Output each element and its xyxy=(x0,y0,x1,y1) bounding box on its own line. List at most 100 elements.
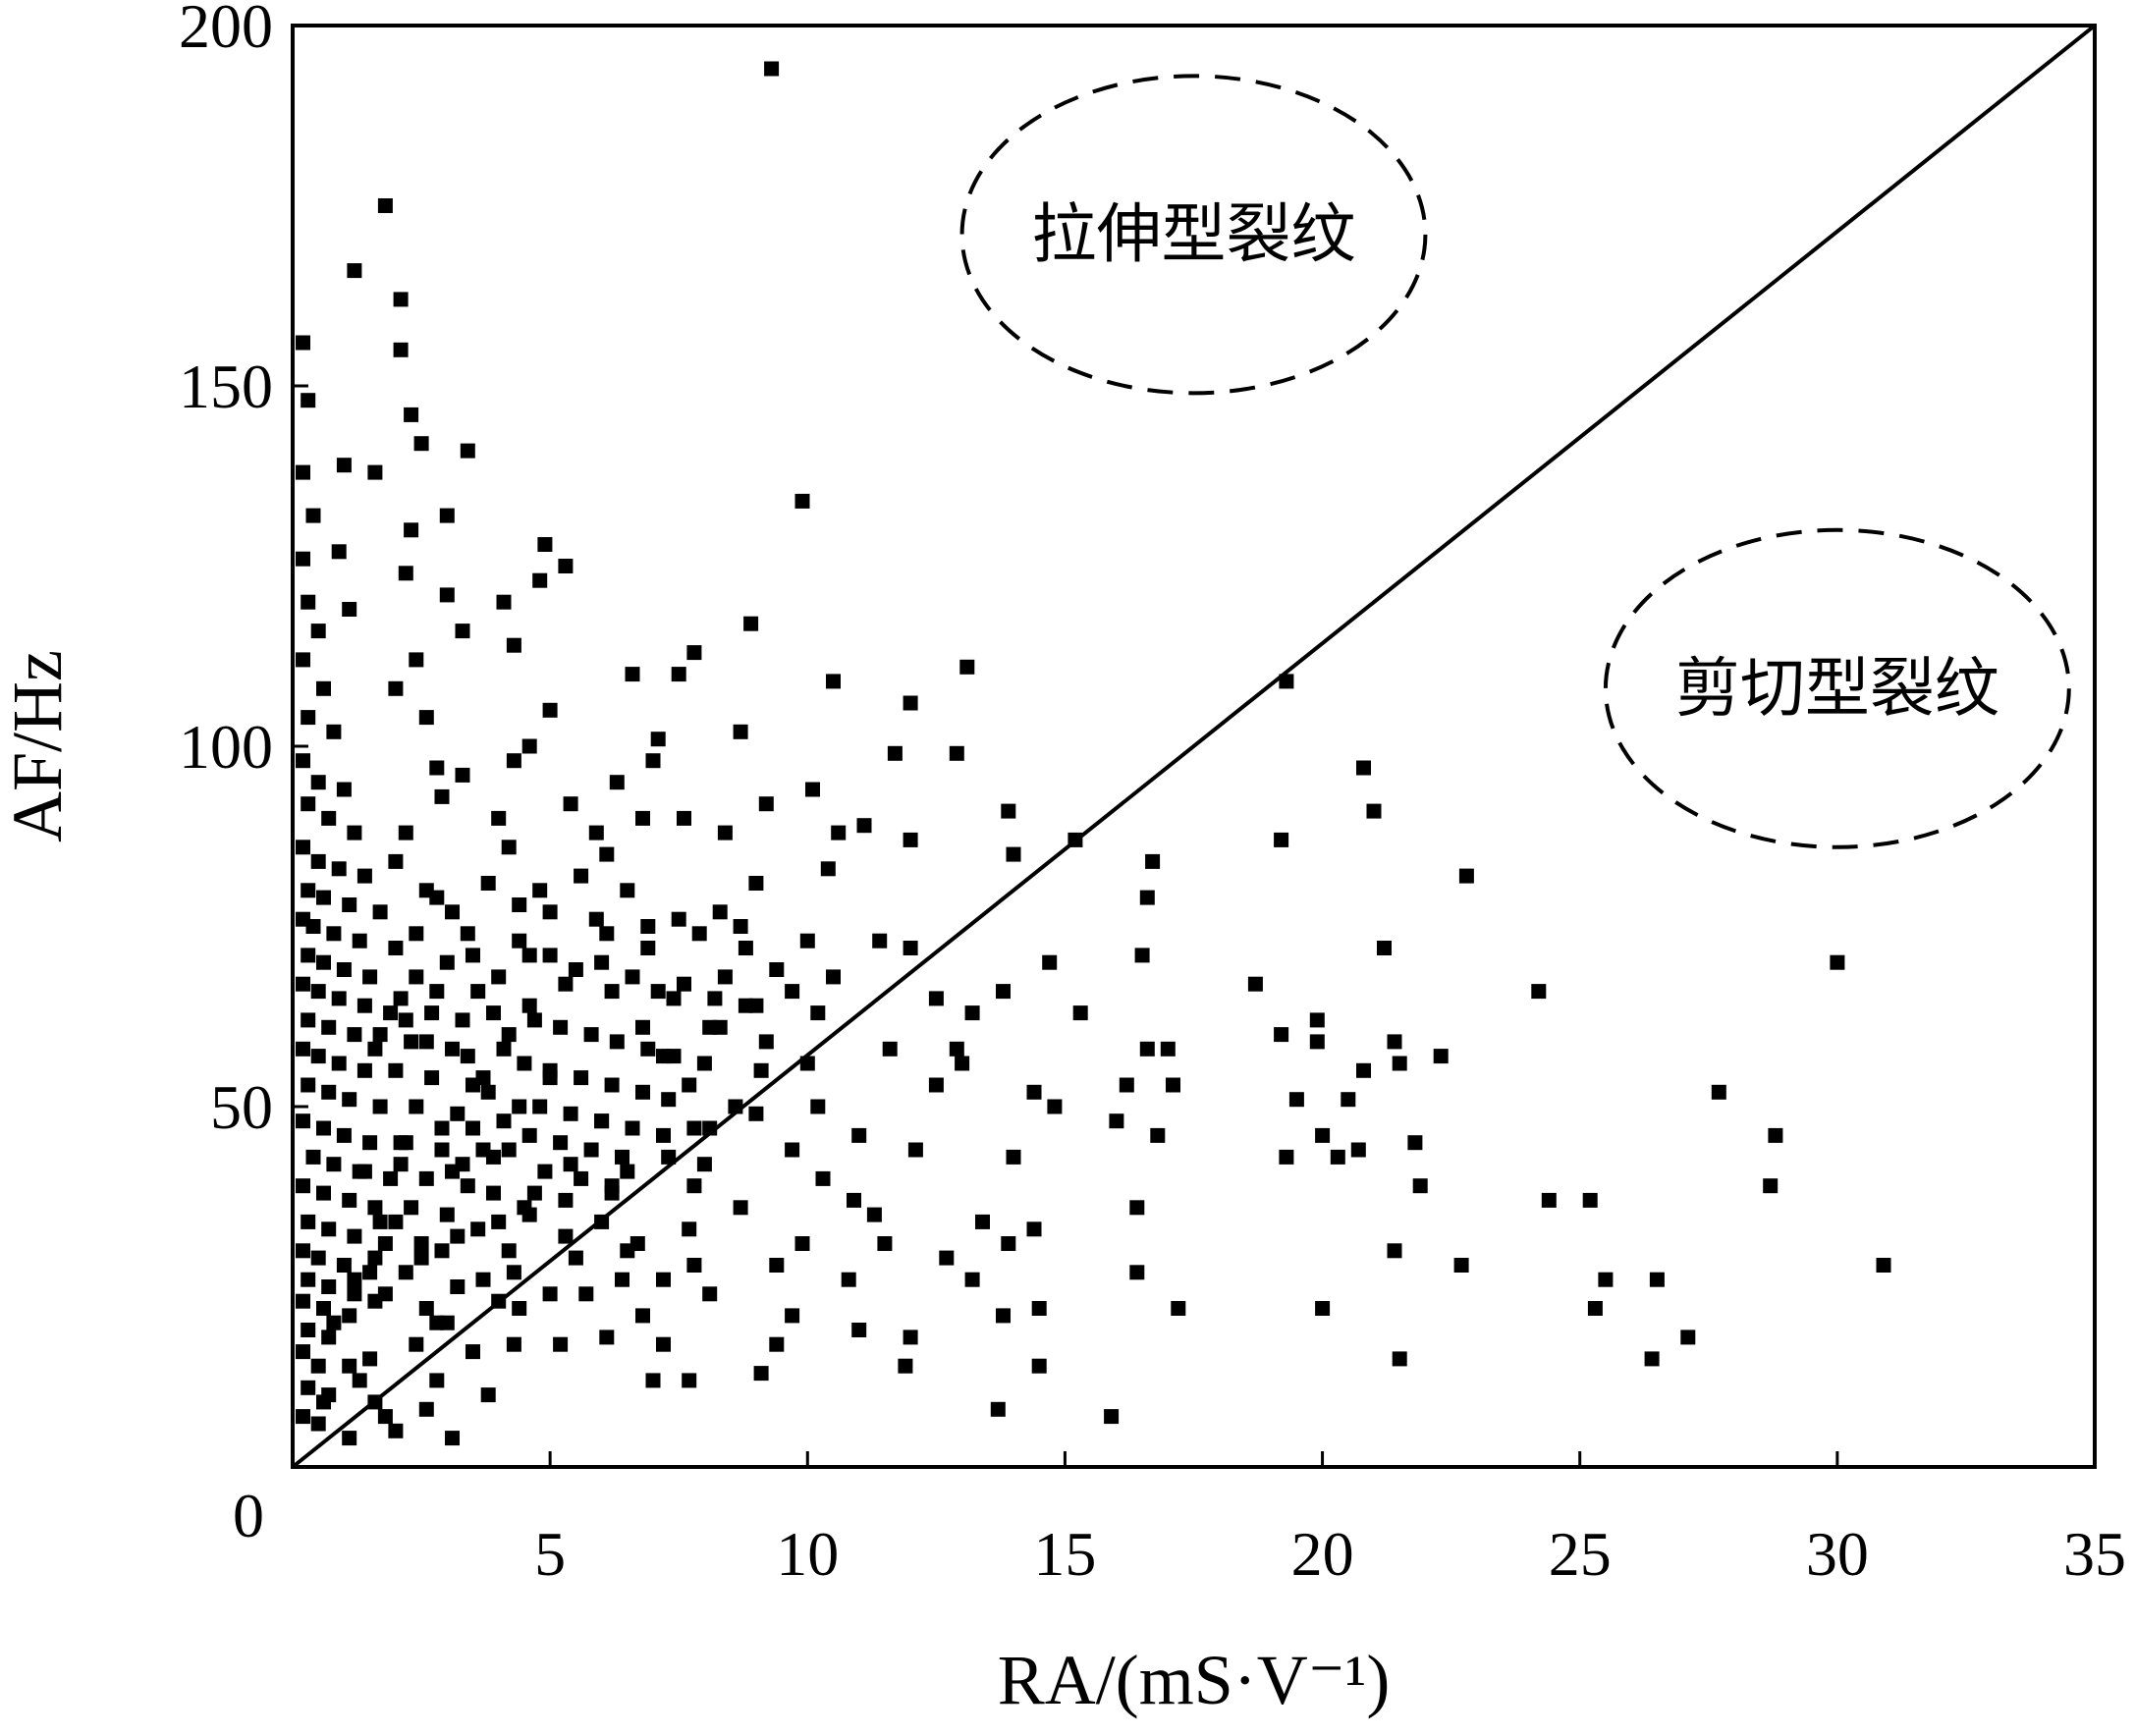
data-point xyxy=(301,883,316,898)
data-point xyxy=(542,1286,558,1302)
data-point xyxy=(712,904,728,920)
data-point xyxy=(635,1084,650,1100)
data-point xyxy=(574,868,589,884)
data-point xyxy=(733,724,748,739)
data-point xyxy=(301,1323,316,1337)
data-point xyxy=(558,559,574,573)
y-tick-label: 100 xyxy=(179,712,273,782)
data-point xyxy=(677,810,691,826)
data-point xyxy=(650,984,666,1000)
data-point xyxy=(475,1272,491,1287)
data-point xyxy=(794,1236,810,1251)
data-point xyxy=(964,1005,980,1021)
data-point xyxy=(903,695,918,711)
data-point xyxy=(409,1336,424,1352)
data-point xyxy=(326,926,342,942)
data-point xyxy=(296,1344,310,1360)
data-point xyxy=(398,566,413,581)
data-point xyxy=(336,1258,352,1273)
data-point xyxy=(1145,853,1161,869)
data-point xyxy=(393,1157,409,1172)
data-point xyxy=(996,1308,1011,1324)
data-point xyxy=(1644,1351,1660,1367)
data-point xyxy=(418,710,434,726)
data-point xyxy=(439,587,455,603)
data-point xyxy=(486,1005,501,1021)
data-point xyxy=(388,853,404,869)
data-point xyxy=(677,976,691,992)
data-point xyxy=(630,1236,645,1251)
data-point xyxy=(296,753,310,769)
data-point xyxy=(321,810,337,826)
data-point xyxy=(794,493,810,509)
data-point xyxy=(1433,1049,1449,1064)
data-point xyxy=(532,572,548,588)
data-point xyxy=(388,1423,404,1438)
y-tick-label: 150 xyxy=(179,352,273,421)
data-point xyxy=(599,1329,615,1345)
data-point xyxy=(352,1373,367,1388)
data-point xyxy=(331,991,347,1006)
data-point xyxy=(388,680,404,696)
data-point xyxy=(1006,846,1021,862)
data-point xyxy=(666,991,682,1006)
data-point xyxy=(310,775,326,790)
data-point xyxy=(712,1019,728,1035)
data-point xyxy=(640,1041,656,1057)
data-point xyxy=(959,659,975,675)
data-point xyxy=(465,1344,480,1360)
data-point xyxy=(372,1214,388,1229)
data-point xyxy=(393,292,409,307)
data-point xyxy=(491,969,507,985)
data-point xyxy=(1274,1027,1289,1043)
data-point xyxy=(661,1092,677,1108)
data-point xyxy=(805,782,820,797)
data-point xyxy=(409,652,424,668)
data-point xyxy=(620,883,635,898)
data-point xyxy=(841,1272,856,1287)
data-point xyxy=(342,1358,357,1374)
data-point xyxy=(336,1127,352,1143)
data-point xyxy=(367,464,383,480)
data-point xyxy=(301,594,316,610)
data-point xyxy=(367,1293,383,1309)
data-point xyxy=(388,1062,404,1078)
data-point xyxy=(501,840,517,855)
data-point xyxy=(475,1142,491,1158)
data-point xyxy=(383,1005,399,1021)
data-point xyxy=(296,976,310,992)
y-tick-label: 50 xyxy=(210,1072,273,1142)
data-point xyxy=(424,1070,440,1086)
data-point xyxy=(1392,1351,1407,1367)
data-point xyxy=(321,1279,337,1294)
data-point xyxy=(1134,948,1150,963)
data-point xyxy=(316,1185,331,1201)
data-point xyxy=(480,1387,496,1403)
data-point xyxy=(321,1019,337,1035)
data-point xyxy=(398,825,413,841)
data-point xyxy=(496,1041,512,1057)
data-point xyxy=(656,1272,671,1287)
annotation-ellipse xyxy=(959,74,1428,396)
data-point xyxy=(964,1272,980,1287)
data-point xyxy=(903,941,918,955)
data-point xyxy=(434,1142,450,1158)
data-point xyxy=(640,919,656,934)
data-point xyxy=(537,537,553,552)
data-point xyxy=(506,1336,521,1352)
data-point xyxy=(615,1272,630,1287)
data-point xyxy=(625,667,640,682)
data-point xyxy=(326,1315,342,1330)
data-point xyxy=(388,1214,404,1229)
data-point xyxy=(907,1142,923,1158)
data-point xyxy=(296,464,310,480)
data-point xyxy=(296,1113,310,1129)
data-point xyxy=(671,667,686,682)
data-point xyxy=(296,1243,310,1259)
x-tick-label: 35 xyxy=(2063,1519,2126,1589)
data-point xyxy=(1392,1056,1407,1071)
data-point xyxy=(532,883,548,898)
data-point xyxy=(372,1099,388,1114)
data-point xyxy=(310,1049,326,1064)
